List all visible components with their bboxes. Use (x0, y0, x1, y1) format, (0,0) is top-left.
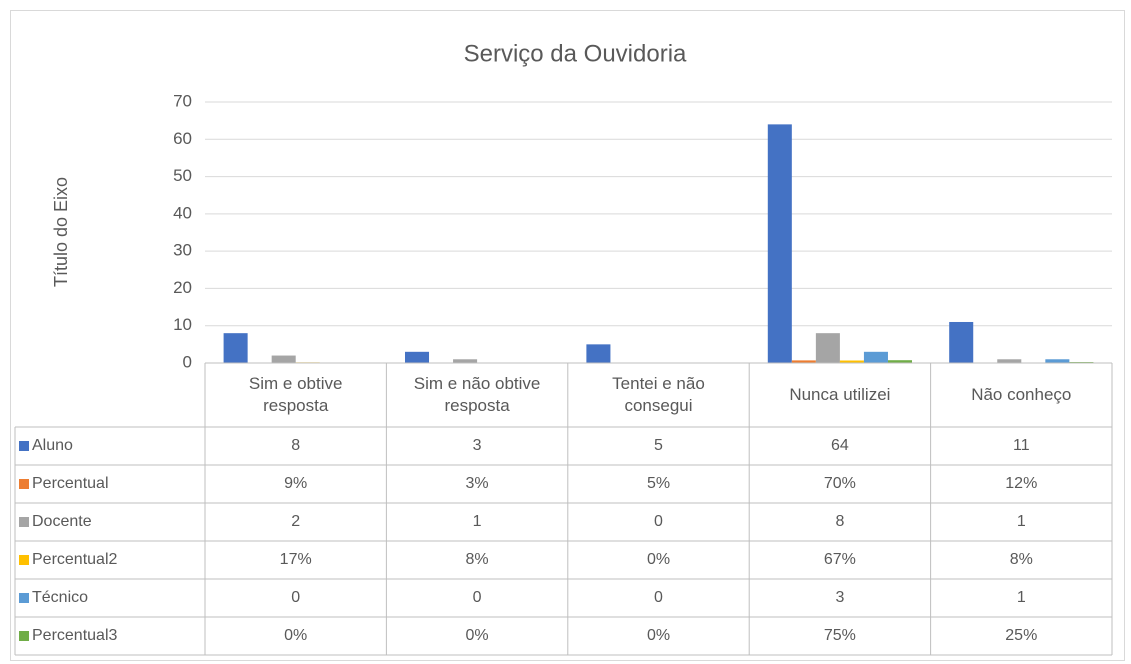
bar (815, 333, 840, 363)
table-cell: 0 (654, 513, 663, 530)
table-cell: 8% (466, 551, 489, 568)
bar (949, 321, 974, 363)
x-tick-label: Sim e obtive resposta (205, 363, 386, 427)
bar (1045, 359, 1070, 363)
y-tick-label: 50 (173, 166, 192, 185)
bar (223, 333, 248, 363)
bar (271, 355, 296, 363)
legend-swatch (19, 555, 29, 565)
x-tick-label: Sim e não obtive resposta (386, 363, 567, 427)
table-cell: 67% (824, 551, 856, 568)
table-cell: 17% (280, 551, 312, 568)
table-cell: 1 (473, 513, 482, 530)
category-text: Sim e obtive resposta (248, 374, 343, 415)
bar (767, 124, 792, 363)
legend-swatch (19, 593, 29, 603)
legend-swatch (19, 441, 29, 451)
table-cell: 70% (824, 475, 856, 492)
legend-label: Docente (32, 513, 92, 530)
y-tick-label: 10 (173, 315, 192, 334)
y-tick-label: 60 (173, 129, 192, 148)
y-axis-title: Título do Eixo (51, 177, 71, 287)
table-cell: 1 (1017, 513, 1026, 530)
table-cell: 8 (291, 437, 300, 454)
table-cell: 0% (647, 551, 670, 568)
table-cell: 3 (473, 437, 482, 454)
bar (863, 351, 888, 363)
category-text: Não conheço (971, 385, 1072, 404)
legend-label: Técnico (32, 589, 88, 606)
table-cell: 75% (824, 627, 856, 644)
table-cell: 3% (466, 475, 489, 492)
legend-swatch (19, 517, 29, 527)
bar (404, 351, 430, 363)
y-tick-label: 30 (173, 241, 192, 260)
category-text: Tentei e não consegui (612, 374, 705, 415)
y-tick-label: 0 (183, 352, 192, 371)
legend-swatch (19, 479, 29, 489)
y-tick-label: 40 (173, 203, 192, 222)
table-cell: 5 (654, 437, 663, 454)
x-tick-label: Nunca utilizei (749, 363, 930, 427)
legend-label: Percentual (32, 475, 109, 492)
table-cell: 3 (835, 589, 844, 606)
table-cell: 12% (1005, 475, 1037, 492)
bar (791, 360, 816, 363)
table-cell: 2 (291, 513, 300, 530)
legend-label: Percentual3 (32, 627, 117, 644)
x-tick-label: Não conheço (931, 363, 1112, 427)
category-text: Nunca utilizei (789, 385, 891, 404)
table-cell: 0% (466, 627, 489, 644)
x-tick-label: Tentei e não consegui (568, 363, 749, 427)
table-cell: 11 (1013, 437, 1030, 454)
legend-label: Percentual2 (32, 551, 117, 568)
y-tick-label: 20 (173, 278, 192, 297)
chart-title: Serviço da Ouvidoria (464, 40, 687, 67)
table-cell: 9% (284, 475, 307, 492)
table-cell: 8 (835, 513, 844, 530)
table-cell: 0 (473, 589, 482, 606)
bar (997, 359, 1022, 363)
table-cell: 64 (831, 437, 849, 454)
bar (839, 360, 864, 363)
bar (586, 344, 611, 363)
table-cell: 8% (1010, 551, 1033, 568)
table-cell: 0 (654, 589, 663, 606)
table-cell: 0 (291, 589, 300, 606)
table-cell: 25% (1005, 627, 1037, 644)
legend-label: Aluno (32, 437, 73, 454)
legend-swatch (19, 631, 29, 641)
table-cell: 5% (647, 475, 670, 492)
bar (453, 359, 478, 363)
y-tick-label: 70 (173, 91, 192, 110)
table-cell: 0% (284, 627, 307, 644)
table-cell: 0% (647, 627, 670, 644)
category-text: Sim e não obtive resposta (413, 374, 541, 415)
bar (887, 360, 913, 363)
table-cell: 1 (1017, 589, 1026, 606)
